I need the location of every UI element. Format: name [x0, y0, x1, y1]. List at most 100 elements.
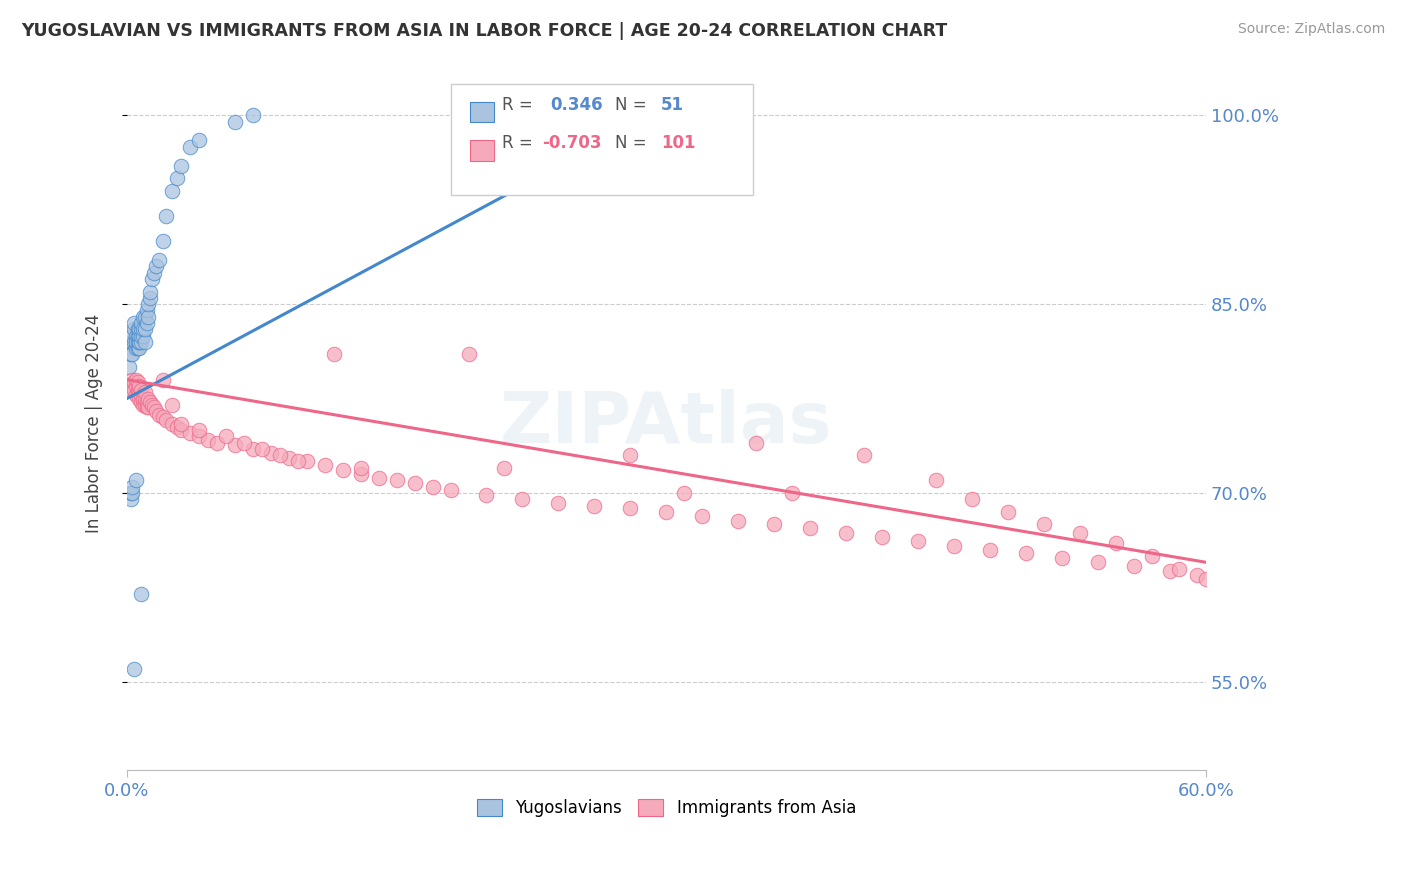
Point: [128, 322, 150, 336]
Point: [121, 486, 143, 500]
Point: [179, 425, 201, 440]
Point: [655, 505, 678, 519]
Point: [295, 454, 318, 468]
Point: [152, 410, 174, 425]
Point: [332, 463, 354, 477]
Point: [1069, 526, 1091, 541]
Point: [1195, 572, 1218, 586]
Text: -0.703: -0.703: [543, 134, 602, 153]
Point: [166, 420, 188, 434]
Point: [122, 316, 145, 330]
Point: [135, 316, 157, 330]
Point: [132, 310, 155, 324]
Point: [314, 458, 336, 473]
Point: [122, 662, 145, 676]
Text: 0.346: 0.346: [550, 96, 602, 114]
Point: [763, 517, 786, 532]
Point: [960, 492, 983, 507]
Point: [160, 398, 183, 412]
Point: [128, 392, 150, 406]
Point: [138, 310, 160, 324]
Point: [673, 486, 696, 500]
Point: [129, 388, 152, 402]
Point: [152, 373, 174, 387]
Point: [125, 334, 148, 349]
Point: [727, 514, 749, 528]
Point: [187, 133, 209, 147]
Point: [907, 533, 929, 548]
Point: [145, 260, 167, 274]
Point: [121, 334, 143, 349]
Point: [242, 442, 264, 456]
Point: [494, 460, 516, 475]
Point: [142, 266, 165, 280]
Point: [120, 486, 142, 500]
Point: [179, 139, 201, 153]
Point: [155, 209, 177, 223]
Point: [134, 310, 156, 324]
Point: [122, 334, 145, 349]
Point: [224, 114, 246, 128]
Point: [439, 483, 461, 498]
Point: [350, 467, 373, 481]
Point: [120, 379, 142, 393]
Point: [139, 285, 162, 299]
Point: [853, 448, 876, 462]
Point: [475, 488, 498, 502]
Point: [132, 328, 155, 343]
Point: [350, 460, 373, 475]
Point: [142, 401, 165, 415]
Point: [138, 401, 160, 415]
Point: [121, 328, 143, 343]
Point: [1015, 546, 1038, 560]
Point: [287, 454, 309, 468]
Point: [870, 530, 893, 544]
Point: [128, 328, 150, 343]
Point: [925, 474, 948, 488]
Point: [404, 475, 426, 490]
Point: [129, 395, 152, 409]
Point: [152, 234, 174, 248]
Point: [1087, 555, 1109, 569]
Point: [322, 347, 344, 361]
Point: [122, 322, 145, 336]
Point: [187, 429, 209, 443]
Point: [121, 480, 143, 494]
Point: [1105, 536, 1128, 550]
Text: N =: N =: [614, 134, 647, 153]
Point: [132, 322, 155, 336]
Point: [1032, 517, 1054, 532]
Text: 101: 101: [661, 134, 696, 153]
Point: [170, 423, 193, 437]
Point: [139, 395, 162, 409]
Point: [457, 347, 479, 361]
Point: [997, 505, 1019, 519]
Point: [260, 445, 283, 459]
Point: [128, 379, 150, 393]
Point: [132, 398, 155, 412]
Point: [134, 334, 156, 349]
Point: [120, 347, 142, 361]
Y-axis label: In Labor Force | Age 20-24: In Labor Force | Age 20-24: [86, 314, 103, 533]
Point: [125, 379, 148, 393]
Point: [139, 291, 162, 305]
Point: [170, 159, 193, 173]
Point: [134, 392, 156, 406]
Point: [942, 539, 965, 553]
Point: [132, 392, 155, 406]
Point: [125, 388, 148, 402]
Point: [141, 272, 163, 286]
Point: [129, 587, 152, 601]
Point: [1050, 551, 1073, 566]
Point: [138, 392, 160, 406]
Point: [277, 450, 299, 465]
Point: [250, 442, 273, 456]
Point: [135, 401, 157, 415]
Point: [148, 408, 170, 422]
Text: YUGOSLAVIAN VS IMMIGRANTS FROM ASIA IN LABOR FORCE | AGE 20-24 CORRELATION CHART: YUGOSLAVIAN VS IMMIGRANTS FROM ASIA IN L…: [21, 22, 948, 40]
Point: [1185, 567, 1208, 582]
Point: [385, 474, 408, 488]
Point: [224, 438, 246, 452]
Point: [127, 341, 149, 355]
Point: [127, 328, 149, 343]
